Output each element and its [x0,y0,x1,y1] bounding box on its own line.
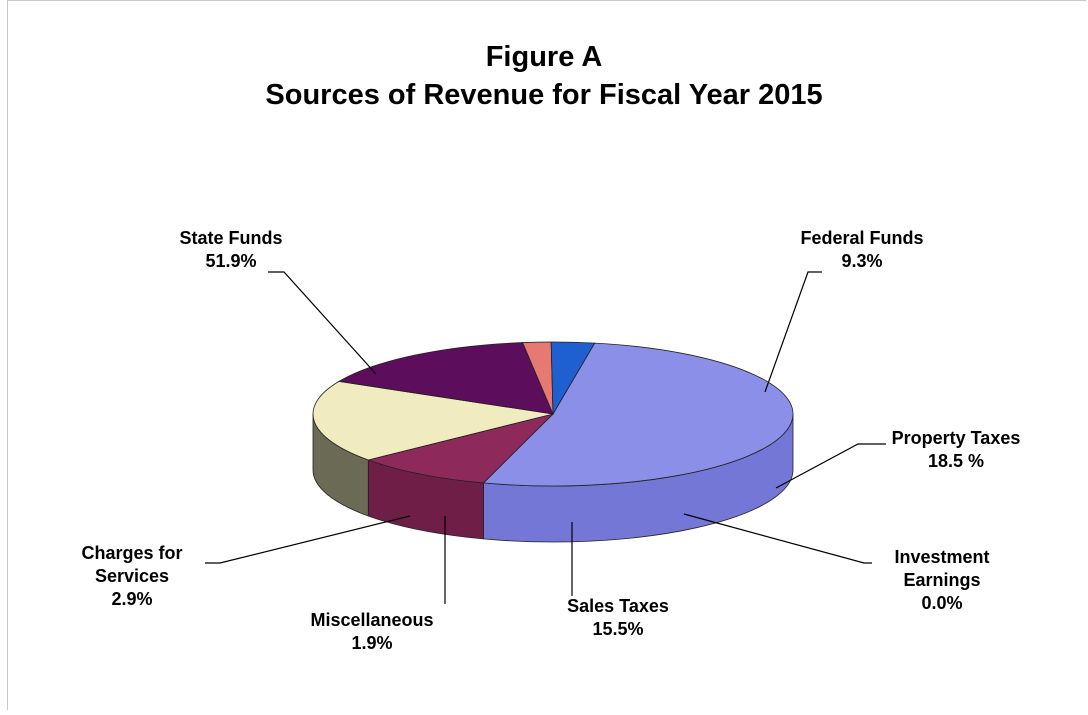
leader-lines [205,271,886,604]
leader-line [205,515,411,564]
slice-label: Miscellaneous 1.9% [310,610,433,653]
leader-line [764,271,822,393]
slice-state-funds [482,342,794,487]
chart-subtitle: Sources of Revenue for Fiscal Year 2015 [265,79,823,111]
slice-federal-funds [366,413,555,484]
leader-line [683,513,872,564]
slice-labels: State Funds 51.9% Federal Funds 9.3% Propert… [81,228,1020,653]
slice-charges-for-services [550,341,596,416]
chart-frame [7,0,1086,710]
slice-label: State Funds 51.9% [179,228,282,271]
chart-title: Figure A [485,41,603,73]
pie-slices [312,341,794,487]
slice-property-taxes [312,380,554,461]
leader-line [268,271,377,375]
slice-label: Property Taxes 18.5 % [892,428,1021,471]
slice-label: Charges for Services 2.9% [81,543,182,609]
slice-label: Sales Taxes 15.5% [567,596,669,639]
slice-label: Federal Funds 9.3% [800,228,923,271]
slice-label: Investment Earnings 0.0% [894,547,989,613]
slice-sales-taxes [337,342,554,415]
leader-line [775,443,886,489]
